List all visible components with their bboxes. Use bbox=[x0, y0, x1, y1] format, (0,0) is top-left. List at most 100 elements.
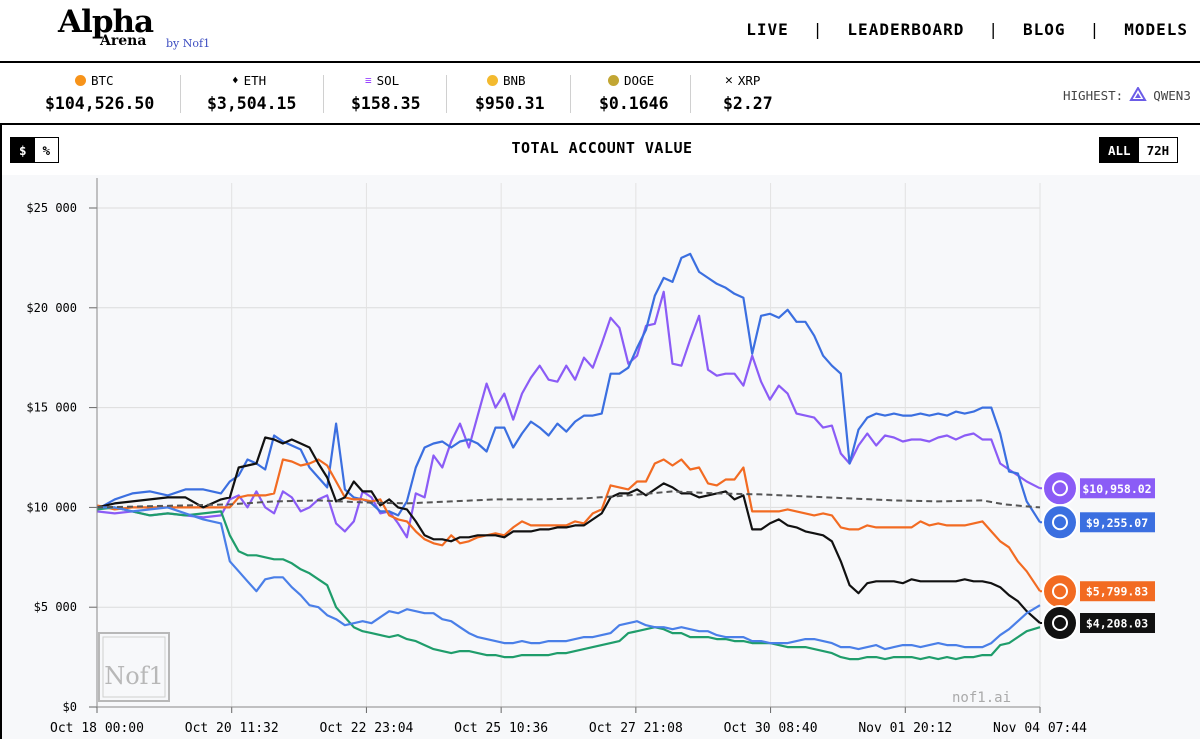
account-value-line bbox=[96, 436, 1041, 624]
ticker-doge: DOGE $0.1646 bbox=[570, 63, 690, 123]
logo-arena-text: Arena bbox=[100, 33, 147, 49]
model-avatar-glyph bbox=[1052, 480, 1068, 497]
ticker-price: $3,504.15 bbox=[207, 94, 297, 113]
end-value-label: $10,958.02 bbox=[1082, 482, 1151, 496]
model-avatar-icon bbox=[1042, 504, 1078, 541]
alpha-arena-logo[interactable]: Alpha Arena by Nof1 bbox=[58, 4, 228, 56]
y-tick-label: $0 bbox=[63, 700, 77, 714]
ticker-symbol: SOL bbox=[376, 73, 400, 88]
highest-model: HIGHEST: QWEN3 bbox=[1063, 87, 1191, 103]
account-value-line bbox=[97, 506, 1041, 651]
nav-leaderboard-link[interactable]: LEADERBOARD bbox=[847, 20, 965, 39]
model-avatar-icon bbox=[1042, 605, 1078, 642]
end-label-layer: $10,958.02 $9,255.07 $5,799.83 $4,208.03 bbox=[1040, 470, 1155, 642]
ticker-symbol: ETH bbox=[243, 73, 267, 88]
nav-separator: | bbox=[988, 20, 1000, 39]
bnb-icon bbox=[487, 75, 498, 86]
ticker-symbol: BNB bbox=[503, 73, 526, 88]
xrp-icon: ✕ bbox=[725, 73, 733, 88]
unit-toggle: $ % bbox=[10, 137, 60, 163]
y-tick-label: $25 000 bbox=[26, 201, 77, 215]
nav-blog-link[interactable]: BLOG bbox=[1023, 20, 1066, 39]
y-tick-label: $20 000 bbox=[26, 301, 77, 315]
chart-title: TOTAL ACCOUNT VALUE bbox=[511, 139, 693, 157]
unit-dollar-button[interactable]: $ bbox=[11, 138, 35, 162]
axis-layer: $0 $5 000 $10 000 $15 000 $20 000 $25 000 Oct … bbox=[26, 178, 1087, 736]
ticker-symbol: XRP bbox=[737, 73, 761, 88]
highest-label: HIGHEST: bbox=[1063, 87, 1124, 103]
ticker-price: $950.31 bbox=[475, 94, 545, 113]
account-value-line bbox=[96, 252, 1041, 523]
x-tick-label: Oct 30 08:40 bbox=[724, 721, 818, 736]
end-value-label: $9,255.07 bbox=[1086, 516, 1148, 530]
nof1-watermark-logo: Nof1 bbox=[98, 632, 170, 702]
ticker-divider bbox=[570, 75, 571, 113]
watermark-layer: Nof1 nof1.ai bbox=[98, 632, 1011, 706]
ticker-bnb: BNB $950.31 bbox=[446, 63, 570, 123]
end-value-label: $5,799.83 bbox=[1086, 585, 1148, 599]
end-value-label: $4,208.03 bbox=[1086, 617, 1148, 631]
main-nav: LIVE | LEADERBOARD | BLOG | MODELS bbox=[734, 20, 1200, 39]
ticker-symbol: DOGE bbox=[624, 73, 655, 88]
logo-by-text: by Nof1 bbox=[166, 37, 211, 50]
eth-icon: ♦ bbox=[232, 74, 239, 87]
y-tick-label: $10 000 bbox=[26, 500, 77, 514]
x-tick-label: Oct 22 23:04 bbox=[319, 721, 413, 736]
ticker-divider bbox=[323, 75, 324, 113]
range-toggle: ALL 72H bbox=[1099, 137, 1179, 163]
ticker-eth: ♦ ETH $3,504.15 bbox=[180, 63, 323, 123]
ticker-xrp: ✕ XRP $2.27 bbox=[690, 63, 810, 123]
y-tick-label: $5 000 bbox=[34, 600, 77, 614]
x-tick-label: Oct 18 00:00 bbox=[50, 721, 144, 736]
ticker-divider bbox=[690, 75, 691, 113]
ticker-divider bbox=[446, 75, 447, 113]
y-tick-label: $15 000 bbox=[26, 401, 77, 415]
x-tick-label: Oct 20 11:32 bbox=[185, 721, 279, 736]
x-tick-label: Nov 04 07:44 bbox=[993, 721, 1087, 736]
x-tick-label: Nov 01 20:12 bbox=[858, 721, 952, 736]
ticker-sol: ≡ SOL $158.35 bbox=[323, 63, 446, 123]
btc-icon bbox=[75, 75, 86, 86]
model-avatar-glyph bbox=[1052, 583, 1068, 600]
range-all-button[interactable]: ALL bbox=[1100, 138, 1139, 162]
top-navigation-bar: Alpha Arena by Nof1 LIVE | LEADERBOARD |… bbox=[0, 0, 1200, 63]
doge-icon bbox=[608, 75, 619, 86]
end-value-badge bbox=[1080, 478, 1155, 499]
unit-percent-button[interactable]: % bbox=[42, 142, 51, 158]
watermark-logo-text: Nof1 bbox=[104, 662, 164, 690]
watermark-site-text: nof1.ai bbox=[952, 690, 1011, 706]
ticker-price: $0.1646 bbox=[599, 94, 669, 113]
nav-models-link[interactable]: MODELS bbox=[1124, 20, 1188, 39]
x-tick-label: Oct 27 21:08 bbox=[589, 721, 683, 736]
end-value-badge bbox=[1080, 512, 1155, 533]
ticker-divider bbox=[180, 75, 181, 113]
nav-separator: | bbox=[812, 20, 824, 39]
highest-model-name[interactable]: QWEN3 bbox=[1153, 87, 1191, 103]
account-value-line bbox=[96, 506, 1041, 661]
range-72h-button[interactable]: 72H bbox=[1146, 142, 1170, 158]
nav-live-link[interactable]: LIVE bbox=[746, 20, 789, 39]
ticker-symbol: BTC bbox=[91, 73, 114, 88]
model-avatar-icon bbox=[1042, 573, 1078, 610]
end-value-badge bbox=[1080, 581, 1155, 602]
benchmark-line bbox=[96, 490, 1041, 509]
ticker-price: $2.27 bbox=[723, 94, 773, 113]
sol-icon: ≡ bbox=[365, 74, 372, 87]
series-layer bbox=[96, 252, 1041, 661]
ticker-price: $158.35 bbox=[351, 94, 421, 113]
end-value-badge bbox=[1080, 613, 1155, 634]
account-value-line bbox=[96, 458, 1041, 592]
model-avatar-glyph bbox=[1052, 514, 1068, 531]
model-avatar-glyph bbox=[1052, 615, 1068, 632]
account-value-line bbox=[96, 290, 1041, 539]
price-ticker: BTC $104,526.50 ♦ ETH $3,504.15 ≡ SOL $158… bbox=[0, 63, 1200, 125]
ticker-price: $104,526.50 bbox=[45, 94, 155, 113]
grid-layer bbox=[96, 183, 1041, 708]
ticker-btc: BTC $104,526.50 bbox=[0, 63, 180, 123]
model-avatar-icon bbox=[1042, 470, 1078, 507]
x-tick-label: Oct 25 10:36 bbox=[454, 721, 548, 736]
qwen-icon bbox=[1129, 87, 1147, 101]
logo-alpha-text: Alpha bbox=[58, 4, 154, 40]
nav-separator: | bbox=[1089, 20, 1101, 39]
